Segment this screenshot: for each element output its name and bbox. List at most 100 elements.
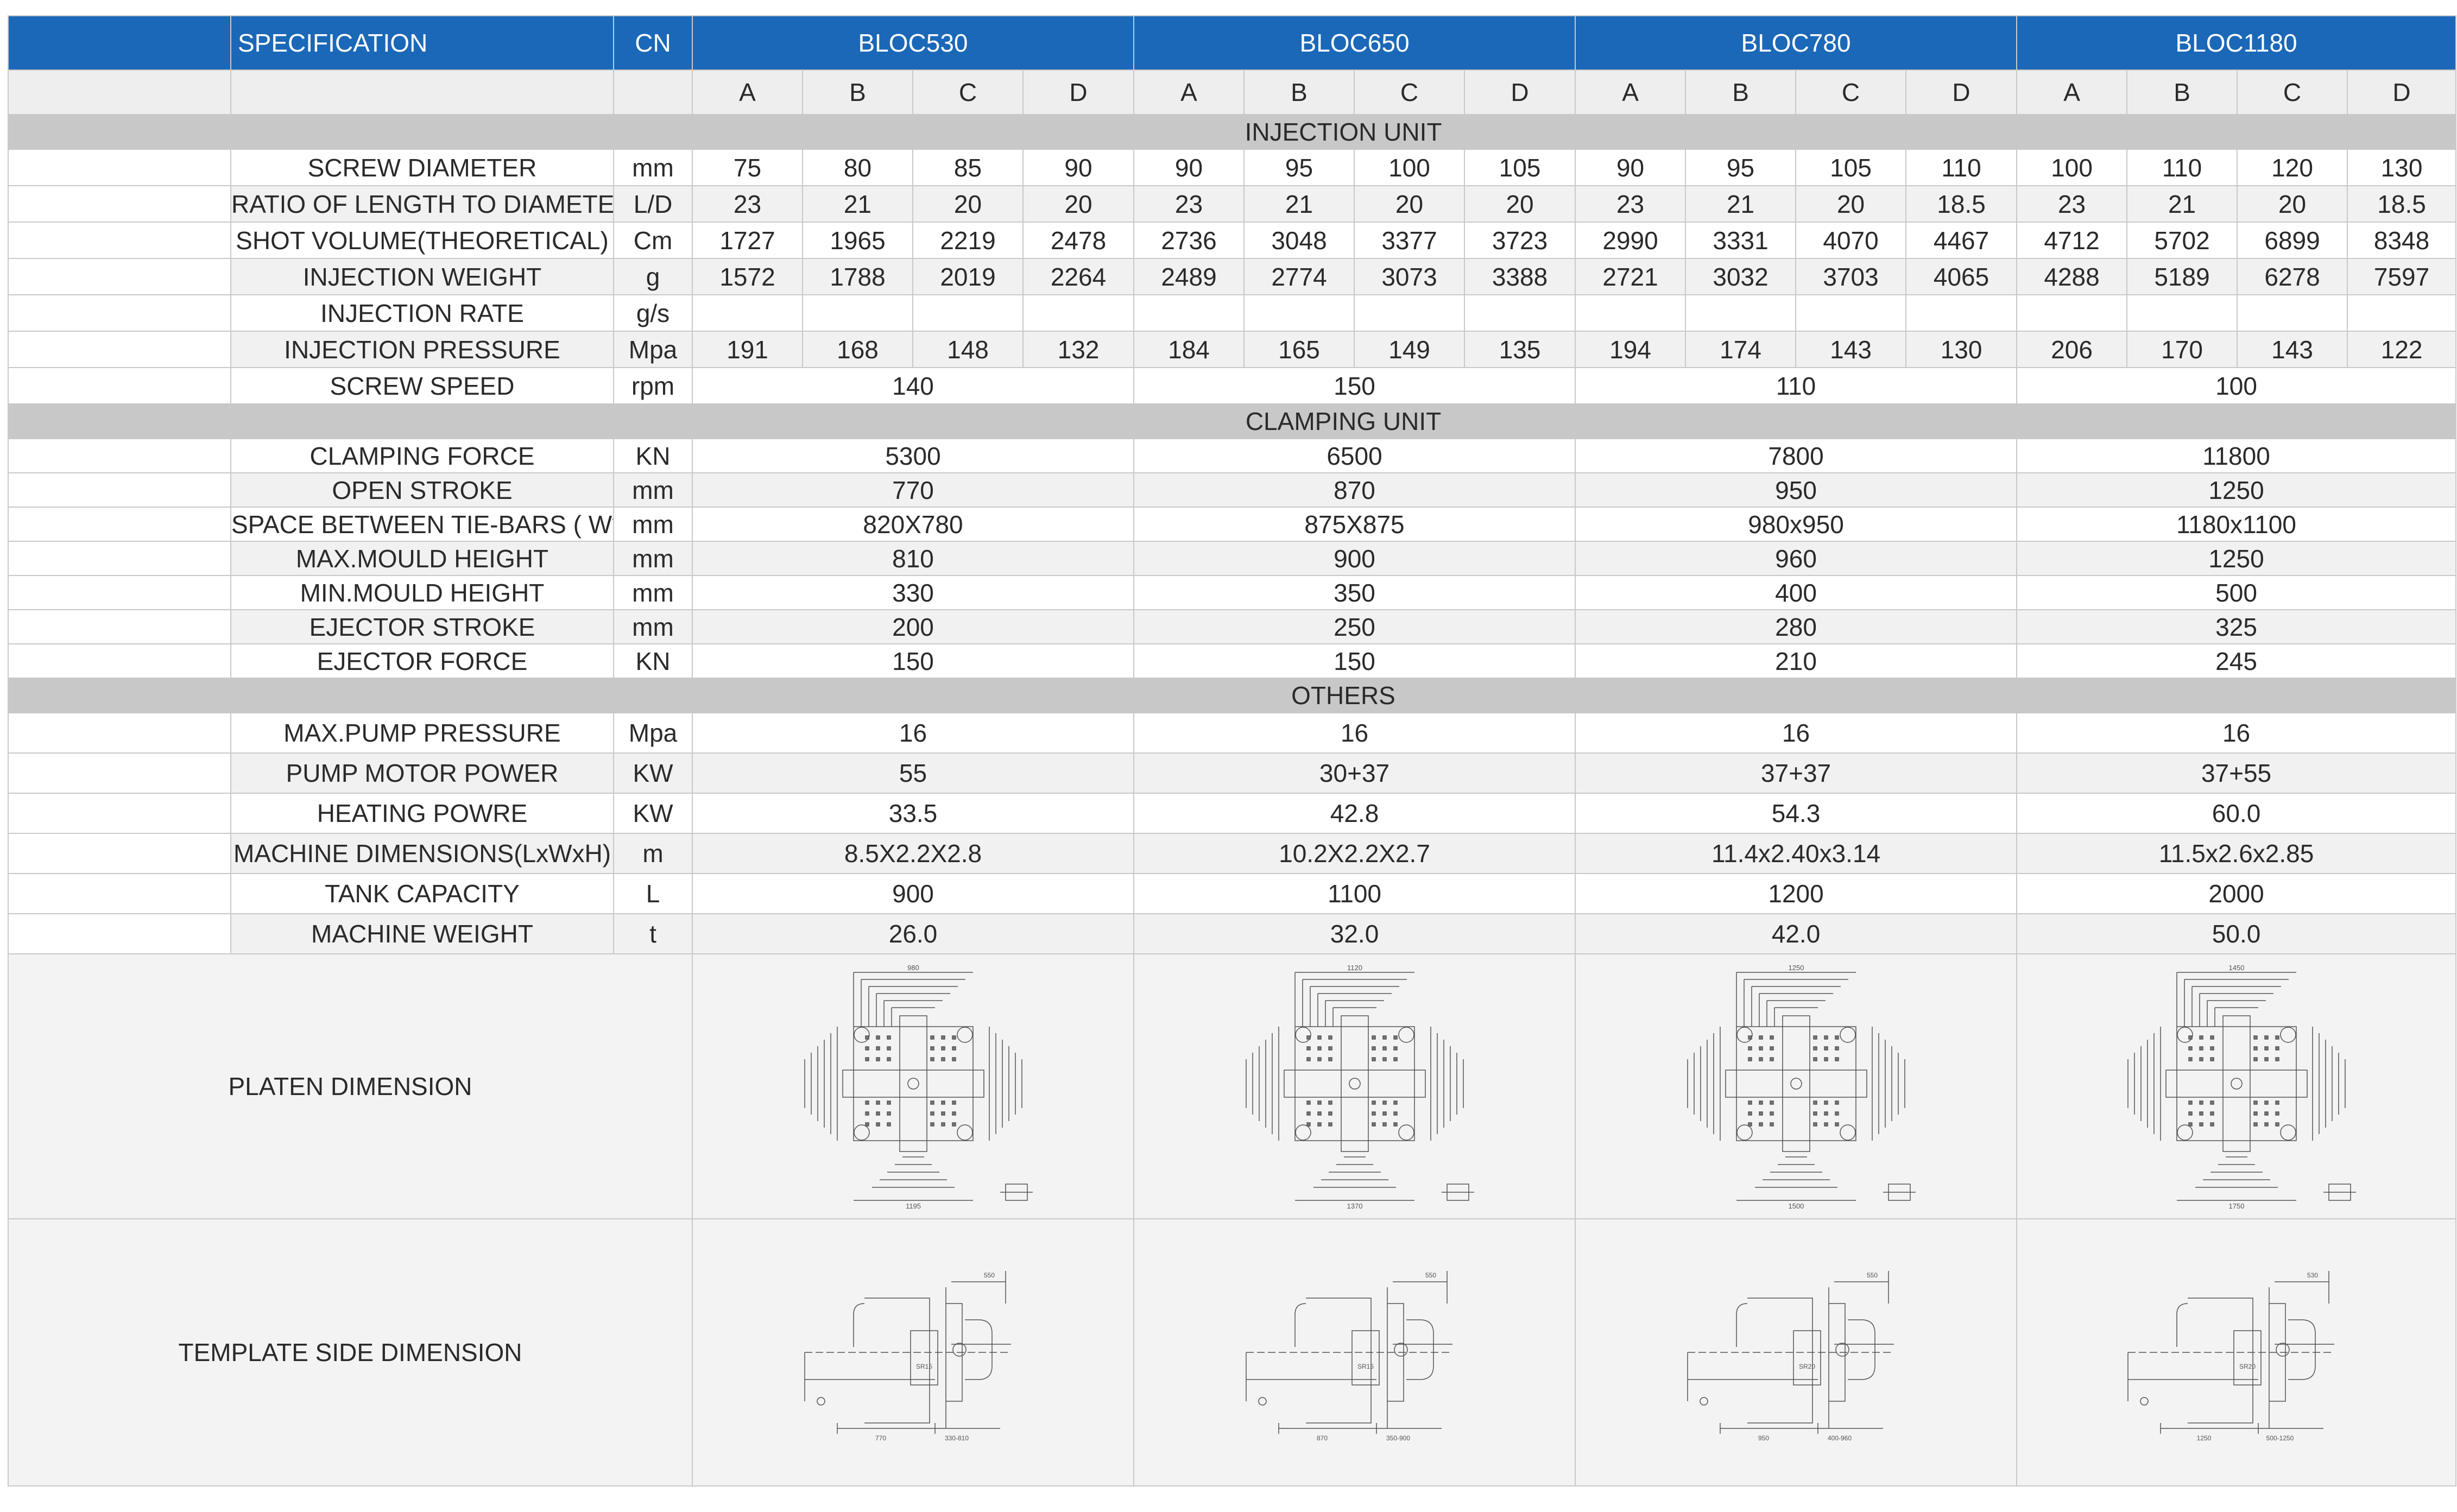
cell-value: 168 <box>802 331 913 368</box>
cell-value: 500 <box>2016 575 2457 610</box>
cell-value: 191 <box>692 331 803 368</box>
cell-value: 184 <box>1133 331 1245 368</box>
injection-body: SCREW DIAMETER mm 75 80 85 90 90 95 100 105 90 95 10… <box>8 149 2457 404</box>
table-row: PUMP MOTOR POWER KW 55 30+37 37+37 37+55 <box>8 752 2457 794</box>
cell-value: 143 <box>2237 331 2348 368</box>
row-blank <box>8 793 231 834</box>
template-left-label: 770 <box>875 1434 886 1442</box>
cell-value: 21 <box>1243 185 1355 223</box>
row-unit: mm <box>613 507 693 542</box>
variant-header: A <box>692 69 803 115</box>
platen-drawing: 1120 1370 <box>1245 964 1474 1210</box>
cell-value: 120 <box>2237 149 2348 186</box>
cell-value: 900 <box>1133 541 1576 576</box>
spec-header: SPECIFICATION <box>230 15 614 71</box>
row-label: INJECTION PRESSURE <box>230 331 614 368</box>
cell-value: 3073 <box>1354 258 1466 295</box>
cell-value: 54.3 <box>1575 793 2018 834</box>
table-row: INJECTION PRESSURE Mpa 191 168 148 132 184 165 1… <box>8 331 2457 368</box>
cell-value: 960 <box>1575 541 2018 576</box>
cell-value: 21 <box>2126 185 2238 223</box>
row-blank <box>8 438 231 473</box>
cell-value: 20 <box>912 185 1024 223</box>
row-label: SHOT VOLUME(THEORETICAL) <box>230 222 614 259</box>
cell-value: 85 <box>912 149 1024 186</box>
row-blank <box>8 643 231 679</box>
template-left-label: 950 <box>1758 1434 1769 1442</box>
template-drawing: 550 SR15 770 330-810 <box>804 1271 1011 1442</box>
cell-value: 23 <box>692 185 803 223</box>
cell-value: 8.5X2.2X2.8 <box>691 833 1135 874</box>
cell-value: 2736 <box>1133 222 1245 259</box>
cell-value: 1572 <box>692 258 803 295</box>
cell-value: 130 <box>1905 331 2018 368</box>
variant-header: D <box>1464 69 1576 115</box>
cell-value <box>2016 294 2128 332</box>
platen-drawing: 1450 1750 <box>2127 964 2356 1210</box>
template-top-label: 530 <box>2307 1271 2318 1279</box>
cell-value: 37+55 <box>2016 752 2457 794</box>
cell-value: 4467 <box>1905 222 2018 259</box>
cell-value: 875X875 <box>1133 507 1576 542</box>
row-label: MACHINE WEIGHT <box>230 913 614 954</box>
cell-value: 2774 <box>1243 258 1355 295</box>
cell-value: 7597 <box>2347 258 2457 295</box>
section-blank <box>8 678 231 713</box>
cell-value <box>692 294 803 332</box>
cell-value: 870 <box>1133 472 1576 508</box>
cell-value: 770 <box>691 472 1135 508</box>
section-others: OTHERS <box>8 678 2457 713</box>
row-blank <box>8 507 231 542</box>
row-blank <box>8 712 231 754</box>
platen-dimension-label: PLATEN DIMENSION <box>8 953 693 1219</box>
model-header: BLOC650 <box>1133 15 1576 71</box>
cell-value <box>2347 294 2457 332</box>
cell-value: 1250 <box>2016 472 2457 508</box>
section-title: INJECTION UNIT <box>230 114 2457 150</box>
cell-value: 950 <box>1575 472 2018 508</box>
header-blank <box>8 15 231 71</box>
cell-value: 210 <box>1575 643 2018 679</box>
row-blank <box>8 258 231 295</box>
row-unit: mm <box>613 575 693 610</box>
cell-value: 150 <box>1133 367 1576 404</box>
section-title: CLAMPING UNIT <box>230 403 2457 439</box>
others-body: MAX.PUMP PRESSURE Mpa 16 16 16 16 PUMP MOTOR P… <box>8 712 2457 954</box>
cell-value: 23 <box>1575 185 1687 223</box>
cell-value: 325 <box>2016 609 2457 644</box>
template-side-label: TEMPLATE SIDE DIMENSION <box>8 1218 693 1486</box>
template-right-label: 350-900 <box>1386 1434 1410 1442</box>
cell-value: 33.5 <box>691 793 1135 834</box>
cell-value: 20 <box>1022 185 1135 223</box>
variant-header: A <box>2016 69 2128 115</box>
cell-value: 174 <box>1685 331 1797 368</box>
cell-value: 3048 <box>1243 222 1355 259</box>
section-injection: INJECTION UNIT <box>8 114 2457 150</box>
table-row: INJECTION RATE g/s <box>8 294 2457 332</box>
cell-value: 206 <box>2016 331 2128 368</box>
cell-value: 11800 <box>2016 438 2457 473</box>
row-unit: mm <box>613 149 693 186</box>
cell-value: 4288 <box>2016 258 2128 295</box>
row-unit: Cm <box>613 222 693 259</box>
cell-value: 16 <box>2016 712 2457 754</box>
cell-value: 5300 <box>691 438 1135 473</box>
cell-value: 194 <box>1575 331 1687 368</box>
template-right-label: 400-960 <box>1828 1434 1852 1442</box>
template-left-label: 870 <box>1317 1434 1328 1442</box>
cell-value: 245 <box>2016 643 2457 679</box>
row-label: HEATING POWRE <box>230 793 614 834</box>
template-top-label: 550 <box>983 1271 994 1279</box>
row-unit: t <box>613 913 693 954</box>
row-label: MAX.PUMP PRESSURE <box>230 712 614 754</box>
platen-drawing-cell: 1120 1370 <box>1133 953 1576 1219</box>
cell-value: 90 <box>1133 149 1245 186</box>
platen-bottom-label: 1750 <box>2228 1202 2244 1210</box>
cell-value: 810 <box>691 541 1135 576</box>
platen-width-label: 1250 <box>1788 964 1804 972</box>
cell-value: 820X780 <box>691 507 1135 542</box>
cell-value: 170 <box>2126 331 2238 368</box>
row-blank <box>8 541 231 576</box>
cell-value <box>2237 294 2348 332</box>
cell-value: 5189 <box>2126 258 2238 295</box>
